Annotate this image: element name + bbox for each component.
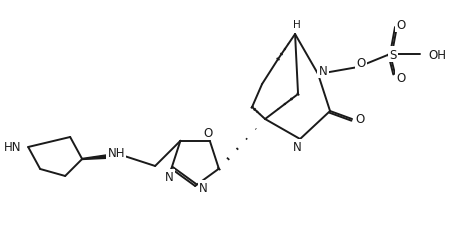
- Text: OH: OH: [428, 48, 446, 61]
- Text: O: O: [355, 113, 365, 126]
- Text: NH: NH: [107, 147, 125, 160]
- Text: S: S: [389, 48, 397, 61]
- Text: HN: HN: [4, 141, 21, 154]
- Text: O: O: [396, 19, 406, 31]
- Text: O: O: [203, 127, 213, 140]
- Text: H: H: [293, 20, 301, 30]
- Text: N: N: [293, 141, 301, 154]
- Text: N: N: [319, 64, 327, 77]
- Text: O: O: [356, 56, 365, 69]
- Text: O: O: [396, 71, 406, 84]
- Polygon shape: [82, 154, 113, 160]
- Text: N: N: [165, 170, 174, 183]
- Text: N: N: [199, 182, 207, 195]
